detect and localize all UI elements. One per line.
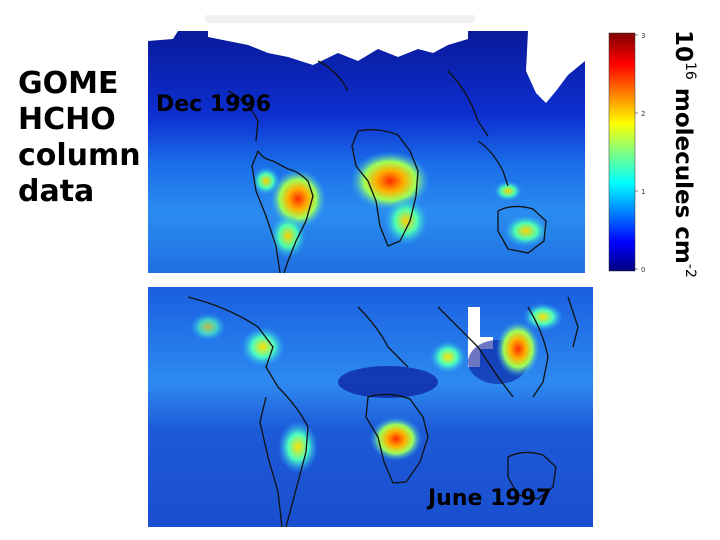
map-dec-svg [148,31,585,273]
title-line-4: data [18,174,95,209]
panel-label-jun: June 1997 [428,486,552,511]
colorbar-tick-label: 0 [641,266,645,274]
title-line-2: HCHO [18,102,116,137]
unit-base: 10 [670,30,696,63]
map-dec-1996 [148,31,585,273]
faint-figure-title [205,15,475,23]
map-jun-1997 [148,287,593,527]
unit-text: molecules cm [670,79,696,264]
unit-exponent: 16 [682,62,698,80]
colorbar-ticks: 0 1 2 3 [635,32,645,274]
colorbar: 0 1 2 3 [608,32,645,274]
title-line-3: column [18,138,141,173]
panel-label-dec: Dec 1996 [156,92,272,117]
colorbar-tick-label: 1 [641,188,645,196]
colorbar-tick-label: 2 [641,110,645,118]
colorbar-gradient [608,32,636,272]
colorbar-tick-label: 3 [641,32,645,40]
colorbar-unit-label: 1016 molecules cm-2 [660,30,700,278]
title-line-1: GOME [18,66,119,101]
map-jun-svg [148,287,593,527]
slide-title: GOME HCHO column data [18,66,141,210]
unit-exponent-2: -2 [682,263,698,278]
